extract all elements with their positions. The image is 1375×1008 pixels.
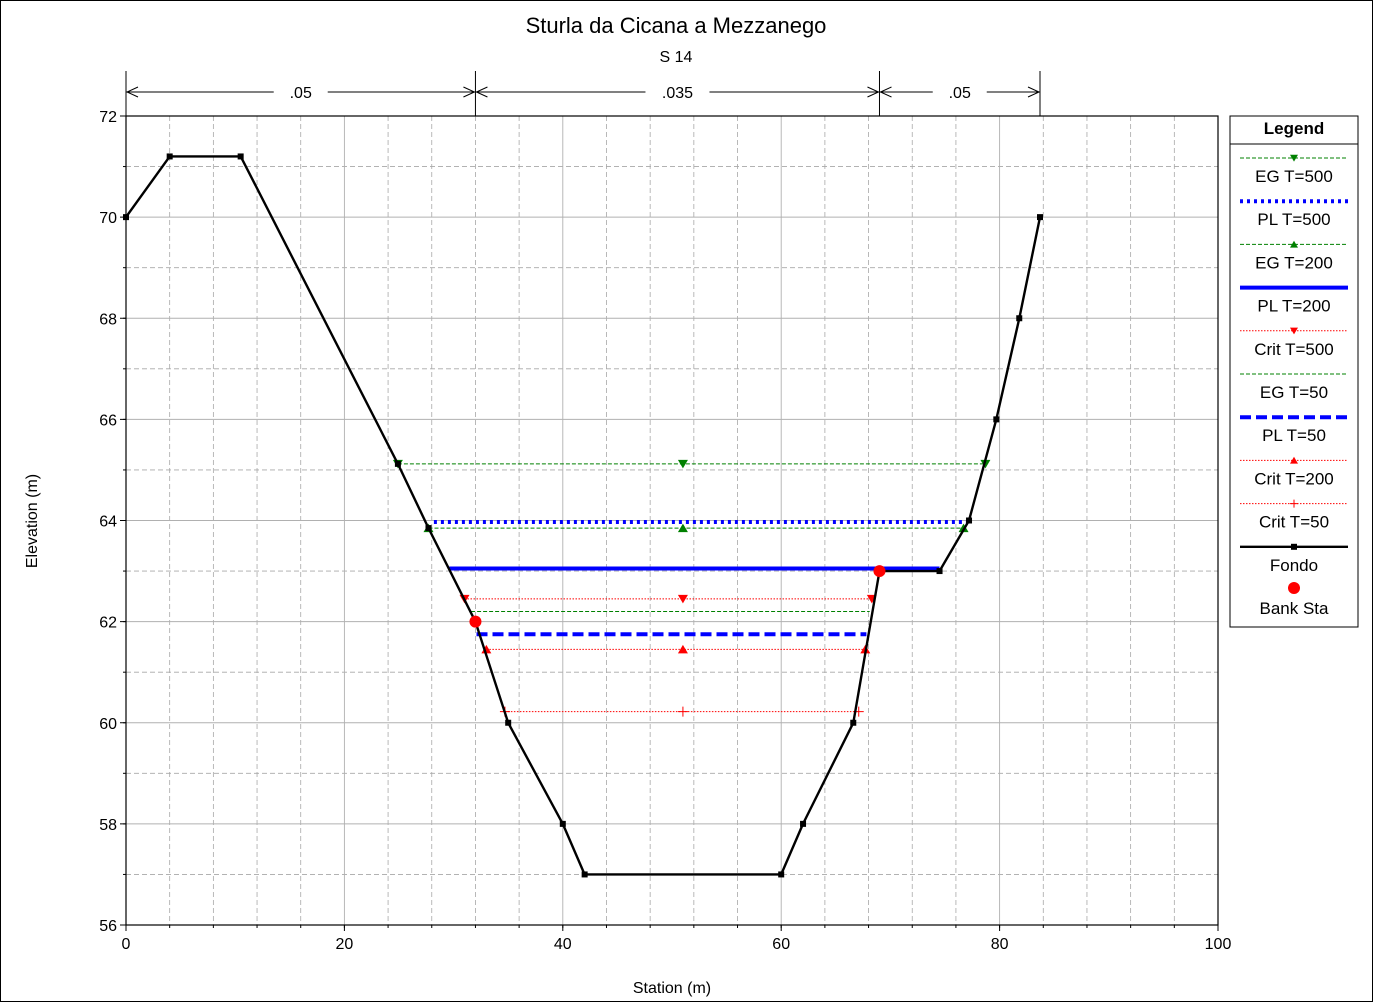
- data-point-marker: [505, 719, 512, 726]
- x-tick-label: 20: [336, 936, 354, 953]
- manning-arrow-head: [1027, 86, 1041, 98]
- legend-entry: PL T=200: [1240, 285, 1348, 316]
- y-tick-label: 58: [99, 817, 117, 834]
- series-layer: [123, 153, 1044, 878]
- data-point-marker: [1016, 315, 1023, 322]
- data-point-marker: [394, 460, 401, 467]
- x-tick-label: 60: [772, 936, 790, 953]
- series-crit-t-200: [481, 644, 871, 654]
- manning-roughness-bar: .05 .035 .05: [125, 71, 1041, 116]
- legend-entry-label: Bank Sta: [1260, 599, 1330, 618]
- x-tick-label: 0: [122, 936, 131, 953]
- data-point-marker: [677, 523, 688, 533]
- data-point-marker: [677, 459, 688, 469]
- legend-entry-label: EG T=200: [1255, 253, 1333, 272]
- manning-arrow-head: [125, 86, 139, 98]
- data-point-marker: [966, 517, 973, 524]
- data-point-marker: [677, 706, 688, 717]
- data-point-marker: [1037, 214, 1044, 221]
- legend-entry: EG T=50: [1240, 373, 1348, 402]
- series-eg-t-200: [423, 523, 969, 533]
- axes: 0 20 40 60 80 100 56 58 60 62 64 66 68 70 72: [99, 109, 1231, 953]
- legend-entry-label: Crit T=500: [1254, 340, 1334, 359]
- legend-entry: EG T=500: [1240, 154, 1348, 186]
- legend-entry: Crit T=50: [1240, 499, 1348, 532]
- legend-entry-label: EG T=50: [1260, 383, 1328, 402]
- legend-entry: PL T=50: [1240, 415, 1348, 445]
- data-point-marker: [936, 568, 943, 575]
- legend-entry: EG T=200: [1240, 240, 1348, 272]
- legend-entry-label: PL T=200: [1257, 297, 1330, 316]
- y-tick-label: 66: [99, 412, 117, 429]
- data-point-marker: [1288, 582, 1300, 594]
- x-tick-label: 40: [554, 936, 572, 953]
- data-point-marker: [850, 719, 857, 726]
- legend-entry-label: PL T=50: [1262, 426, 1326, 445]
- y-tick-label: 64: [99, 514, 117, 531]
- legend-entry-label: EG T=500: [1255, 167, 1333, 186]
- data-point-marker: [166, 153, 173, 160]
- manning-arrow-head: [475, 86, 488, 98]
- y-tick-label: 62: [99, 615, 117, 632]
- legend-entry-label: Crit T=200: [1254, 469, 1334, 488]
- y-axis-label: Elevation (m): [24, 474, 41, 568]
- data-point-marker: [800, 820, 807, 827]
- data-point-marker: [778, 871, 785, 878]
- series-crit-t-500: [459, 594, 877, 604]
- legend-box: [1229, 115, 1359, 628]
- x-axis-label: Station (m): [633, 980, 711, 997]
- manning-arrow-head: [879, 86, 892, 98]
- data-point-marker: [237, 153, 244, 160]
- data-point-marker: [677, 594, 688, 604]
- y-tick-label: 68: [99, 311, 117, 328]
- legend-entry-label: PL T=500: [1257, 210, 1330, 229]
- series-bank-sta: [469, 565, 886, 628]
- data-point-marker: [1290, 456, 1298, 464]
- data-point-marker: [1290, 240, 1298, 248]
- legend: Legend EG T=500 PL T=500 EG T=200 PL T=200 C…: [1229, 115, 1359, 628]
- series-fondo: [123, 153, 1044, 878]
- legend-entry: Crit T=200: [1240, 456, 1348, 488]
- legend-entry: Fondo: [1240, 543, 1348, 575]
- data-point-marker: [1290, 154, 1298, 162]
- data-point-marker: [677, 644, 688, 654]
- data-point-marker: [993, 416, 1000, 423]
- manning-arrow-head: [463, 86, 476, 98]
- x-tick-label: 100: [1205, 936, 1232, 953]
- x-tick-label: 80: [991, 936, 1009, 953]
- data-point-marker: [1290, 499, 1298, 508]
- series-line: [125, 155, 1042, 876]
- legend-entry-label: Fondo: [1270, 556, 1318, 575]
- data-point-marker: [559, 820, 566, 827]
- data-point-marker: [425, 525, 432, 532]
- data-point-marker: [1290, 327, 1298, 335]
- chart-title: Sturla da Cicana a Mezzanego: [526, 13, 827, 38]
- legend-entry: PL T=500: [1240, 199, 1348, 229]
- legend-entry: Bank Sta: [1260, 582, 1330, 618]
- chart-subtitle: S 14: [660, 49, 693, 66]
- y-tick-label: 56: [99, 918, 117, 935]
- manning-n-label: .035: [662, 85, 693, 102]
- y-tick-label: 72: [99, 109, 117, 126]
- data-point-marker: [1291, 543, 1297, 550]
- manning-n-label: .05: [290, 85, 312, 102]
- y-tick-label: 60: [99, 716, 117, 733]
- legend-title: Legend: [1264, 119, 1324, 138]
- legend-entry: Crit T=500: [1240, 327, 1348, 359]
- manning-n-label: .05: [949, 85, 971, 102]
- y-tick-label: 70: [99, 210, 117, 227]
- data-point-marker: [469, 615, 482, 628]
- series-crit-t-50: [499, 706, 864, 717]
- legend-entry-label: Crit T=50: [1259, 513, 1329, 532]
- series-eg-t-500: [392, 459, 991, 469]
- manning-arrow-head: [867, 86, 880, 98]
- data-point-marker: [873, 565, 886, 578]
- data-point-marker: [581, 871, 588, 878]
